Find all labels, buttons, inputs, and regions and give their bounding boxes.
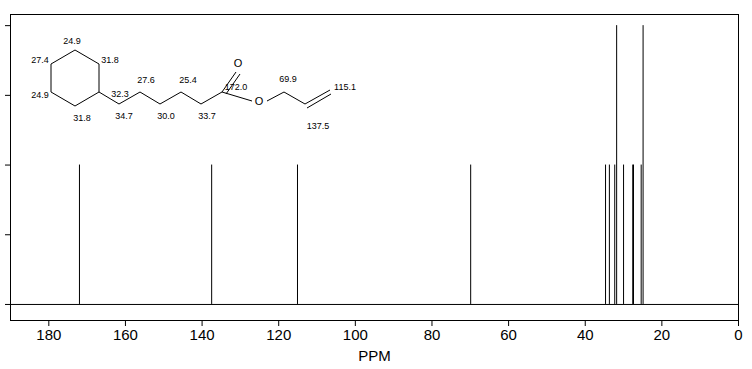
svg-text:O: O: [255, 95, 264, 107]
svg-text:30.0: 30.0: [157, 111, 175, 121]
svg-text:24.9: 24.9: [63, 36, 81, 46]
svg-text:69.9: 69.9: [279, 74, 297, 84]
svg-text:O: O: [234, 57, 243, 69]
svg-text:40: 40: [577, 326, 594, 343]
svg-text:PPM: PPM: [358, 347, 391, 364]
svg-text:32.3: 32.3: [111, 89, 129, 99]
svg-text:172.0: 172.0: [225, 82, 248, 92]
svg-text:80: 80: [424, 326, 441, 343]
svg-text:140: 140: [190, 326, 215, 343]
svg-text:24.9: 24.9: [31, 90, 49, 100]
svg-text:27.4: 27.4: [31, 55, 49, 65]
svg-text:180: 180: [36, 326, 61, 343]
svg-text:25.4: 25.4: [179, 75, 197, 85]
svg-text:34.7: 34.7: [115, 111, 133, 121]
svg-text:33.7: 33.7: [198, 111, 216, 121]
svg-text:137.5: 137.5: [307, 121, 330, 131]
svg-text:0: 0: [734, 326, 742, 343]
svg-text:31.8: 31.8: [73, 113, 91, 123]
svg-text:120: 120: [266, 326, 291, 343]
svg-text:27.6: 27.6: [137, 75, 155, 85]
svg-text:160: 160: [113, 326, 138, 343]
svg-text:60: 60: [500, 326, 517, 343]
svg-text:100: 100: [343, 326, 368, 343]
svg-text:115.1: 115.1: [334, 82, 356, 92]
svg-text:20: 20: [654, 326, 671, 343]
svg-text:31.8: 31.8: [101, 55, 119, 65]
